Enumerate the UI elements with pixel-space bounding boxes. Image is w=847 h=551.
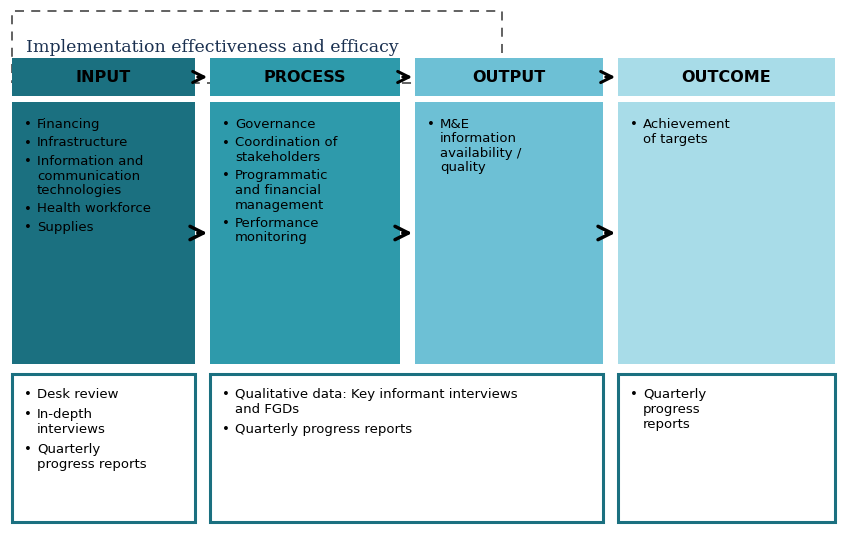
Text: •: • bbox=[222, 217, 230, 230]
Text: Financing: Financing bbox=[37, 118, 101, 131]
Text: •: • bbox=[222, 170, 230, 182]
Text: progress reports: progress reports bbox=[37, 458, 147, 471]
Bar bbox=[12, 11, 502, 83]
Bar bbox=[415, 102, 603, 364]
Text: •: • bbox=[630, 118, 638, 131]
Text: Information and: Information and bbox=[37, 155, 143, 168]
Text: Desk review: Desk review bbox=[37, 388, 119, 401]
Text: progress: progress bbox=[643, 403, 700, 416]
Text: of targets: of targets bbox=[643, 132, 707, 145]
Text: management: management bbox=[235, 198, 324, 212]
Text: OUTCOME: OUTCOME bbox=[682, 69, 772, 84]
Text: Quarterly: Quarterly bbox=[643, 388, 706, 401]
Text: technologies: technologies bbox=[37, 184, 122, 197]
Text: Quarterly progress reports: Quarterly progress reports bbox=[235, 423, 412, 436]
Text: Achievement: Achievement bbox=[643, 118, 731, 131]
Text: •: • bbox=[24, 221, 32, 234]
Text: •: • bbox=[24, 388, 32, 401]
Text: •: • bbox=[24, 155, 32, 168]
Bar bbox=[618, 58, 835, 96]
Text: PROCESS: PROCESS bbox=[263, 69, 346, 84]
Text: •: • bbox=[24, 137, 32, 149]
Bar bbox=[210, 374, 603, 522]
Text: M&E: M&E bbox=[440, 118, 470, 131]
Text: OUTPUT: OUTPUT bbox=[473, 69, 545, 84]
Bar bbox=[618, 102, 835, 364]
Text: Quarterly: Quarterly bbox=[37, 443, 100, 456]
Text: Qualitative data: Key informant interviews: Qualitative data: Key informant intervie… bbox=[235, 388, 518, 401]
Text: Governance: Governance bbox=[235, 118, 315, 131]
Text: communication: communication bbox=[37, 170, 140, 182]
Text: INPUT: INPUT bbox=[76, 69, 131, 84]
Bar bbox=[210, 58, 400, 96]
Text: •: • bbox=[630, 388, 638, 401]
Text: •: • bbox=[222, 137, 230, 149]
Text: interviews: interviews bbox=[37, 423, 106, 436]
Text: Supplies: Supplies bbox=[37, 221, 93, 234]
Bar bbox=[210, 102, 400, 364]
Text: reports: reports bbox=[643, 418, 691, 431]
Text: •: • bbox=[427, 118, 435, 131]
Text: monitoring: monitoring bbox=[235, 231, 307, 245]
Text: Programmatic: Programmatic bbox=[235, 170, 329, 182]
Text: quality: quality bbox=[440, 161, 485, 175]
Text: and financial: and financial bbox=[235, 184, 321, 197]
Text: •: • bbox=[24, 408, 32, 421]
Text: Implementation effectiveness and efficacy: Implementation effectiveness and efficac… bbox=[26, 39, 399, 56]
Text: Performance: Performance bbox=[235, 217, 319, 230]
Text: •: • bbox=[24, 118, 32, 131]
Bar bbox=[12, 374, 195, 522]
Text: and FGDs: and FGDs bbox=[235, 403, 299, 416]
Text: In-depth: In-depth bbox=[37, 408, 93, 421]
Bar bbox=[415, 58, 603, 96]
Text: Infrastructure: Infrastructure bbox=[37, 137, 129, 149]
Text: Coordination of: Coordination of bbox=[235, 137, 337, 149]
Text: information: information bbox=[440, 132, 517, 145]
Bar bbox=[12, 102, 195, 364]
Text: •: • bbox=[222, 423, 230, 436]
Text: •: • bbox=[24, 203, 32, 215]
Text: Health workforce: Health workforce bbox=[37, 203, 151, 215]
Text: •: • bbox=[222, 118, 230, 131]
Text: •: • bbox=[24, 443, 32, 456]
Bar bbox=[618, 374, 835, 522]
Bar bbox=[12, 58, 195, 96]
Text: stakeholders: stakeholders bbox=[235, 151, 320, 164]
Text: •: • bbox=[222, 388, 230, 401]
Text: availability /: availability / bbox=[440, 147, 522, 160]
